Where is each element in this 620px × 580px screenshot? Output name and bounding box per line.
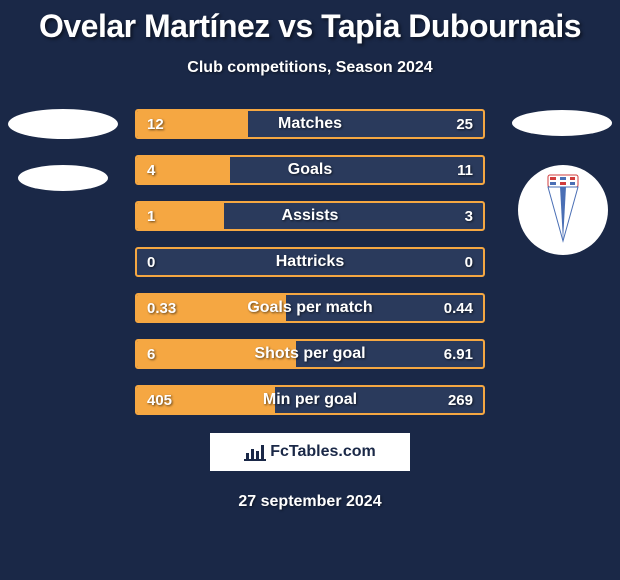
stat-value-right: 0 [465,249,473,275]
stat-label: Matches [137,111,483,137]
brand-label: FcTables.com [270,443,376,461]
stats-container: 12Matches254Goals111Assists30Hattricks00… [135,107,485,415]
page-title: Ovelar Martínez vs Tapia Dubournais [0,0,620,45]
stat-value-right: 6.91 [444,341,473,367]
stat-label: Assists [137,203,483,229]
stat-value-right: 0.44 [444,295,473,321]
club-crest-icon [538,173,588,243]
chart-icon [244,443,266,461]
stat-row: 4Goals11 [135,155,485,185]
subtitle: Club competitions, Season 2024 [0,59,620,77]
stat-value-right: 11 [457,157,473,183]
player-right-badge-1 [512,110,612,136]
stat-value-right: 25 [456,111,473,137]
player-left-badge-2 [18,165,108,191]
stat-label: Goals [137,157,483,183]
stat-value-right: 269 [448,387,473,413]
stat-label: Hattricks [137,249,483,275]
stat-label: Goals per match [137,295,483,321]
brand-badge: FcTables.com [210,433,410,471]
footer-date: 27 september 2024 [0,493,620,511]
stat-label: Min per goal [137,387,483,413]
stat-row: 0.33Goals per match0.44 [135,293,485,323]
stat-row: 405Min per goal269 [135,385,485,415]
stat-label: Shots per goal [137,341,483,367]
player-left-badge-1 [8,109,118,139]
comparison-area: 12Matches254Goals111Assists30Hattricks00… [0,107,620,415]
stat-value-right: 3 [465,203,473,229]
stat-row: 0Hattricks0 [135,247,485,277]
player-right-club-logo [518,165,608,255]
stat-row: 12Matches25 [135,109,485,139]
stat-row: 1Assists3 [135,201,485,231]
stat-row: 6Shots per goal6.91 [135,339,485,369]
